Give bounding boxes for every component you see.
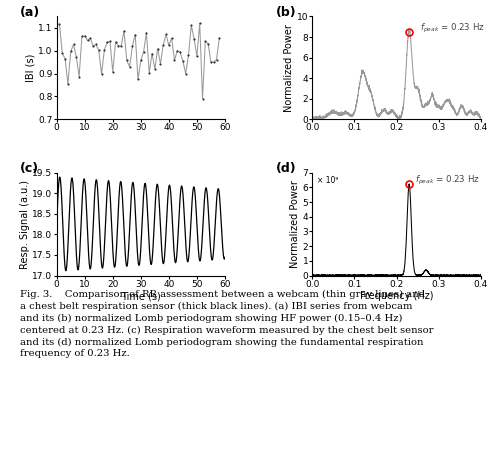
- Text: $f_{peak}$ = 0.23 Hz: $f_{peak}$ = 0.23 Hz: [420, 22, 485, 35]
- Text: (c): (c): [20, 162, 39, 176]
- Y-axis label: IBI (s): IBI (s): [25, 54, 35, 82]
- Text: (d): (d): [276, 162, 296, 176]
- Text: (b): (b): [276, 6, 296, 19]
- Y-axis label: Resp. Signal (a.u.): Resp. Signal (a.u.): [20, 179, 30, 268]
- X-axis label: Frequency (Hz): Frequency (Hz): [360, 292, 433, 301]
- Text: (a): (a): [20, 6, 40, 19]
- Y-axis label: Normalized Power: Normalized Power: [290, 180, 300, 268]
- Text: Fig. 3.    Comparison of RR assessment between a webcam (thin gray lines) and
a : Fig. 3. Comparison of RR assessment betw…: [20, 290, 433, 358]
- Text: $f_{peak}$ = 0.23 Hz: $f_{peak}$ = 0.23 Hz: [416, 174, 480, 187]
- Y-axis label: Normalized Power: Normalized Power: [284, 24, 294, 112]
- Text: × 10⁹: × 10⁹: [317, 176, 339, 185]
- X-axis label: Time (s): Time (s): [121, 292, 161, 301]
